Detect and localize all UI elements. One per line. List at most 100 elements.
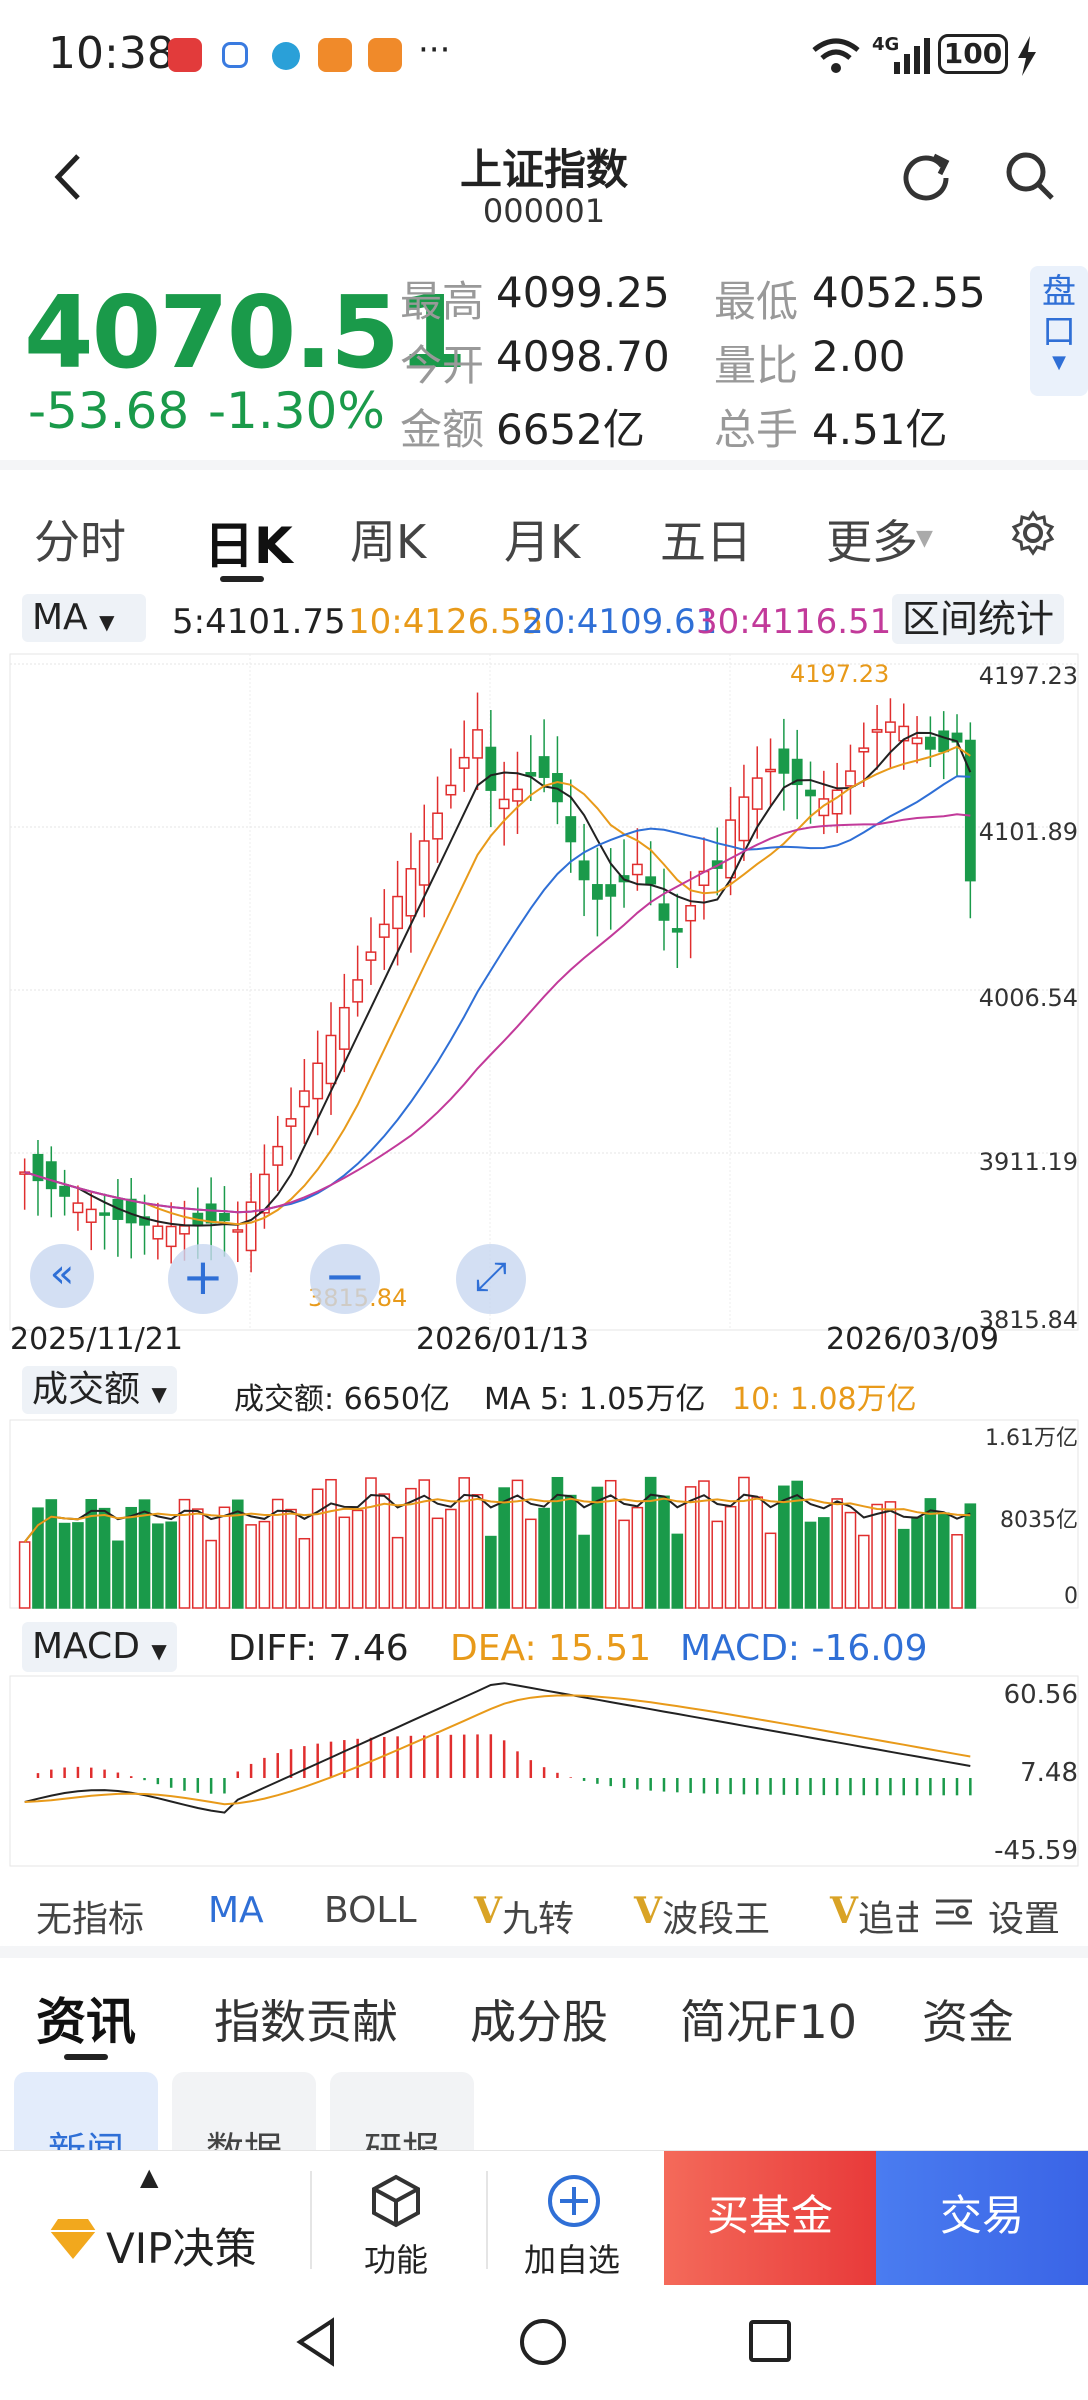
indicator-chase[interactable]: 追击 bbox=[858, 1890, 918, 1942]
volume-bar bbox=[485, 1535, 497, 1609]
tab-monthly-k[interactable]: 月K bbox=[504, 515, 581, 569]
volume-bar bbox=[351, 1509, 364, 1609]
macd-selector[interactable]: MACD ▼ bbox=[22, 1622, 177, 1672]
battery-level: 100 bbox=[943, 37, 1003, 70]
indicator-wave-king[interactable]: 波段王 bbox=[662, 1899, 771, 1940]
more-notifications-icon: ··· bbox=[418, 30, 451, 70]
add-watchlist-button[interactable]: 加自选 bbox=[488, 2151, 664, 2285]
buy-fund-button[interactable]: 买基金 bbox=[664, 2151, 876, 2285]
search-icon[interactable] bbox=[1004, 150, 1056, 202]
volume-chart bbox=[9, 1419, 1079, 1609]
indicator-none[interactable]: 无指标 bbox=[36, 1899, 145, 1940]
volume-bar bbox=[298, 1537, 311, 1609]
orderbook-toggle[interactable]: 盘 口 ▼ bbox=[1030, 266, 1088, 396]
candle-body bbox=[938, 730, 950, 753]
volume-bar bbox=[591, 1486, 604, 1609]
candle-body bbox=[59, 1185, 71, 1197]
candle-body bbox=[432, 812, 443, 840]
tab-intraday[interactable]: 分时 bbox=[34, 515, 126, 569]
tab-news[interactable]: 资讯 bbox=[36, 1993, 136, 2051]
volume-bar bbox=[325, 1478, 337, 1609]
toolbar-divider bbox=[310, 2171, 312, 2269]
volume-bar bbox=[112, 1540, 124, 1609]
trade-button[interactable]: 交易 bbox=[876, 2151, 1088, 2285]
indicator-ma[interactable]: MA bbox=[208, 1890, 264, 1931]
candle-body bbox=[538, 756, 550, 778]
candle-body bbox=[392, 895, 404, 930]
range-stats-button[interactable]: 区间统计 bbox=[892, 594, 1065, 644]
tab-constituents[interactable]: 成分股 bbox=[470, 1995, 608, 2049]
calendar-icon bbox=[222, 42, 248, 68]
vip-decision-button[interactable]: ▲ VIP决策 bbox=[0, 2151, 308, 2285]
tab-capital[interactable]: 资金 bbox=[922, 1995, 1014, 2049]
subtab-data[interactable]: 数据 bbox=[172, 2072, 316, 2150]
volume-bar bbox=[551, 1476, 564, 1609]
volume-bar bbox=[32, 1507, 44, 1609]
battery-icon: 100 bbox=[938, 34, 1008, 74]
volume-bar bbox=[564, 1494, 577, 1609]
candle-body bbox=[285, 1118, 297, 1127]
back-icon[interactable] bbox=[52, 152, 82, 202]
tab-weekly-k[interactable]: 周K bbox=[350, 515, 427, 569]
active-content-tab-indicator bbox=[64, 2054, 108, 2060]
network-type: 4G bbox=[872, 34, 900, 55]
settings-gear-icon[interactable] bbox=[1010, 510, 1056, 556]
candle-body bbox=[458, 756, 470, 769]
candle-body bbox=[924, 736, 936, 750]
kline-chart[interactable] bbox=[0, 650, 1088, 1360]
ma10-line bbox=[24, 745, 971, 1226]
price-change-pct: -1.30% bbox=[208, 382, 385, 440]
volume-bar bbox=[85, 1499, 98, 1609]
tab-five-day[interactable]: 五日 bbox=[660, 515, 752, 569]
candle-body bbox=[591, 884, 603, 900]
candle-body bbox=[858, 747, 870, 753]
diamond-icon bbox=[50, 2219, 96, 2259]
volume-bar bbox=[951, 1534, 963, 1609]
candle-body bbox=[831, 789, 843, 815]
tab-more[interactable]: 更多 bbox=[826, 515, 918, 569]
subtab-news[interactable]: 新闻 bbox=[14, 2072, 158, 2150]
volume-selector[interactable]: 成交额 ▼ bbox=[22, 1366, 177, 1414]
subtab-research[interactable]: 研报 bbox=[330, 2072, 474, 2150]
zoom-out-button[interactable]: − bbox=[310, 1244, 380, 1314]
candle-body bbox=[498, 798, 510, 810]
section-divider bbox=[0, 1946, 1088, 1958]
candle-body bbox=[578, 860, 590, 881]
scroll-left-button[interactable]: « bbox=[30, 1244, 94, 1308]
tab-profile-f10[interactable]: 简况F10 bbox=[680, 1995, 857, 2049]
volume-bar bbox=[125, 1506, 138, 1609]
volume-bar bbox=[418, 1479, 431, 1609]
system-recents-icon[interactable] bbox=[748, 2319, 792, 2363]
volume-bar bbox=[844, 1511, 857, 1609]
indicator-boll[interactable]: BOLL bbox=[324, 1890, 417, 1931]
candle-body bbox=[725, 819, 737, 879]
volume-bar bbox=[45, 1499, 58, 1609]
zoom-in-button[interactable]: + bbox=[168, 1244, 238, 1314]
system-back-icon[interactable] bbox=[294, 2317, 338, 2367]
indicator-settings[interactable]: 设置 bbox=[930, 1882, 1088, 1942]
candle-body bbox=[378, 923, 390, 938]
candle-body bbox=[152, 1225, 164, 1240]
tab-index-contribution[interactable]: 指数贡献 bbox=[214, 1995, 398, 2049]
refresh-icon[interactable] bbox=[898, 148, 954, 204]
candle-body bbox=[911, 737, 923, 745]
candle-body bbox=[631, 863, 643, 876]
open-label: 今开 bbox=[400, 341, 485, 390]
volume-bar bbox=[658, 1495, 670, 1609]
system-home-icon[interactable] bbox=[518, 2317, 568, 2367]
function-button[interactable]: 功能 bbox=[312, 2151, 484, 2285]
ma10-value: 10:4126.55 bbox=[348, 602, 544, 642]
fullscreen-button[interactable]: ⤢ bbox=[456, 1244, 526, 1314]
tab-daily-k[interactable]: 日K bbox=[204, 517, 293, 575]
hands-label: 总手 bbox=[714, 405, 799, 454]
volume-bar bbox=[152, 1523, 164, 1609]
ma-selector[interactable]: MA ▼ bbox=[22, 594, 146, 642]
volume-bar bbox=[511, 1479, 524, 1609]
volume-bar bbox=[724, 1505, 737, 1609]
candle-body bbox=[645, 876, 657, 885]
macd-value: MACD: -16.09 bbox=[680, 1628, 928, 1669]
content-tabs: 资讯 指数贡献 成分股 简况F10 资金 bbox=[0, 1950, 1088, 2070]
indicator-nine-turn[interactable]: 九转 bbox=[502, 1899, 575, 1940]
system-navigation bbox=[0, 2285, 1088, 2400]
candle-body bbox=[418, 840, 430, 886]
